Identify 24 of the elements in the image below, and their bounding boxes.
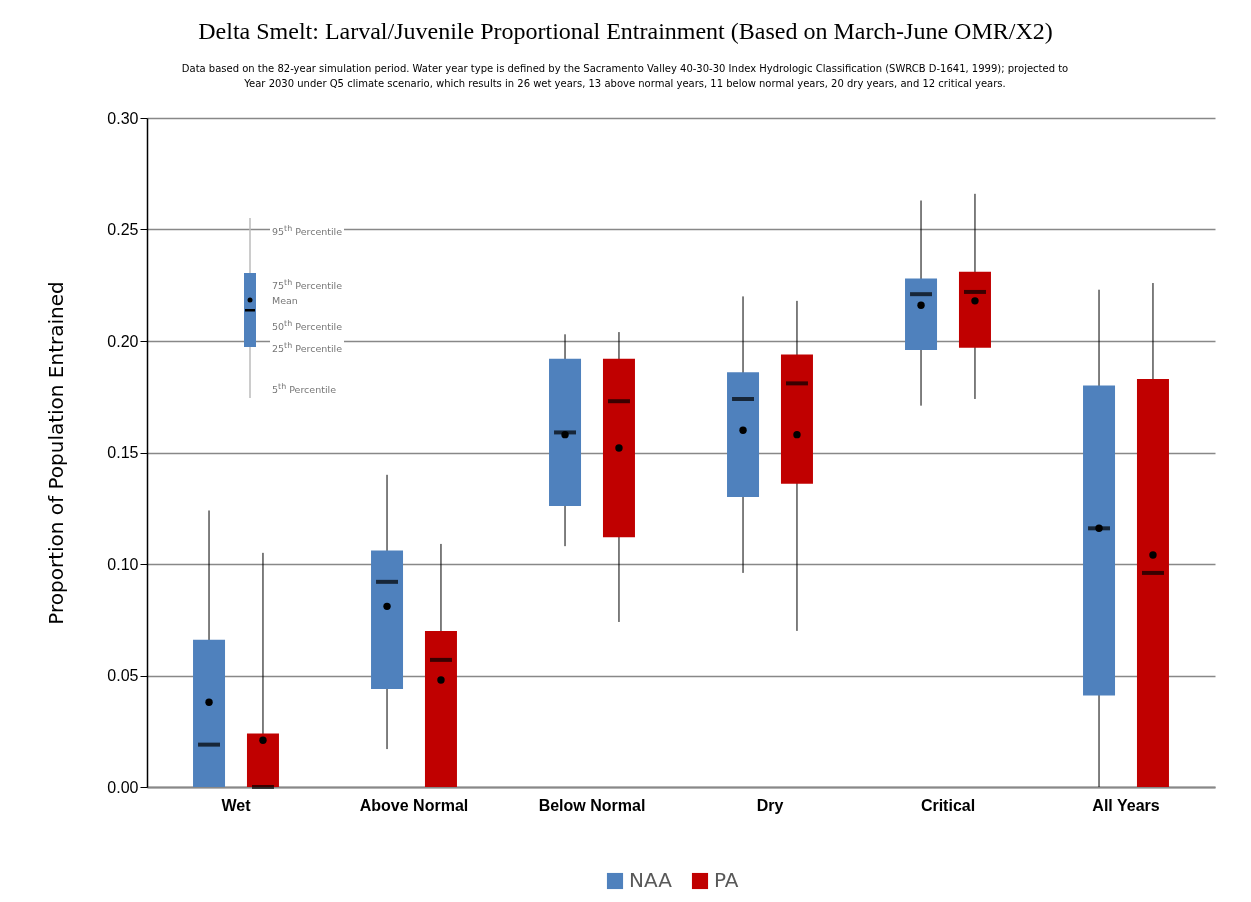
annotation: 25$^{th}$ Percentile <box>270 339 345 357</box>
legend-label: PA <box>714 868 739 892</box>
y-tick-label: 0.20 <box>107 332 139 350</box>
x-tick-label: Dry <box>756 796 784 814</box>
y-tick-label: 0.25 <box>107 221 139 238</box>
y-axis-title: Proportion of Population Entrained <box>44 281 69 625</box>
annotation: Mean <box>270 294 300 308</box>
chart-subtitle: Data based on the 82-year simulation period. Water year type is defined by the Sacramento Valley 40-30-30 Index Hydrologic Classification (SWRCB D-1641, 1999); projected to Year 2030 under Q5 climate scenario, which results in 26 wet years, 13 above normal years, 11 below normal years, 20 dry years, and 12 critical years. <box>180 62 1070 91</box>
annotation: 50$^{th}$ Percentile <box>270 317 345 335</box>
annotation: 75$^{th}$ Percentile <box>270 276 345 294</box>
x-tick-label: Critical <box>920 796 976 814</box>
y-tick-label: 0.05 <box>107 667 139 684</box>
annotation: 5$^{th}$ Percentile <box>270 380 339 398</box>
x-tick-label: Below Normal <box>538 796 646 814</box>
y-tick-label: 0.10 <box>107 555 139 573</box>
x-tick-label: Above Normal <box>359 796 469 814</box>
y-tick-label: 0.15 <box>107 444 139 461</box>
legend-label: NAA <box>629 868 673 892</box>
x-tick-label: Wet <box>221 796 252 814</box>
x-tick-label: All Years <box>1092 796 1160 814</box>
annotation: 95$^{th}$ Percentile <box>270 222 345 240</box>
chart-title: Delta Smelt: Larval/Juvenile Proportional Entrainment (Based on March-June OMR/X2) <box>197 18 1054 45</box>
y-tick-label: 0.30 <box>107 109 139 127</box>
y-tick-label: 0.00 <box>107 778 139 796</box>
